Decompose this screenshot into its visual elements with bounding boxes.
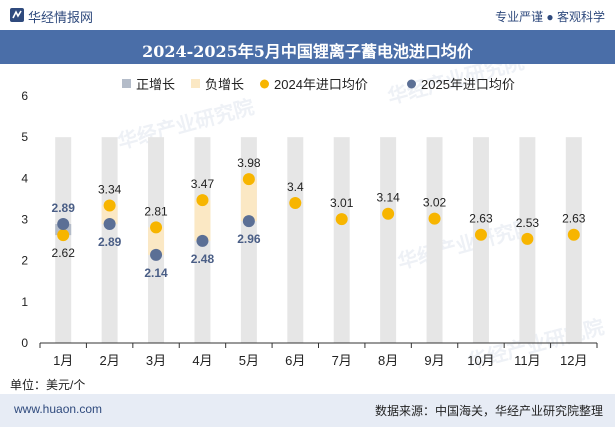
x-tick-label: 1月 — [53, 353, 73, 368]
data-label-2025: 2.14 — [144, 266, 168, 280]
point-2024 — [150, 221, 163, 234]
x-tick-label: 2月 — [100, 353, 120, 368]
data-label-2024: 2.81 — [144, 204, 168, 218]
point-2024 — [521, 232, 534, 245]
data-label-2024: 3.4 — [287, 180, 304, 194]
data-label-2024: 2.63 — [469, 212, 493, 226]
unit-label: 单位：美元/个 — [10, 378, 86, 392]
legend-swatch-1 — [122, 79, 131, 88]
point-2024 — [382, 207, 395, 220]
background-bar — [333, 137, 350, 343]
point-2024 — [474, 228, 487, 241]
data-label-2024: 3.34 — [98, 183, 122, 197]
point-2024 — [242, 173, 255, 186]
data-label-2024: 3.98 — [237, 156, 261, 170]
y-tick-label: 2 — [21, 254, 28, 268]
y-tick-label: 5 — [21, 130, 28, 144]
point-2025 — [242, 215, 255, 228]
y-tick-label: 1 — [21, 295, 28, 309]
x-tick-label: 7月 — [332, 353, 352, 368]
legend-label-3: 2024年进口均价 — [274, 77, 368, 92]
site-url: www.huaon.com — [14, 402, 103, 416]
legend-label-1: 正增长 — [136, 77, 175, 92]
x-tick-label: 5月 — [239, 353, 259, 368]
point-2024 — [428, 212, 441, 225]
x-tick-label: 11月 — [514, 353, 541, 368]
data-label-2024: 3.14 — [376, 191, 400, 205]
point-2025 — [103, 218, 116, 231]
background-bar — [101, 137, 118, 343]
x-tick-label: 10月 — [467, 353, 494, 368]
legend-label-2: 负增长 — [205, 77, 244, 92]
brand-name: 华经情报网 — [28, 10, 94, 25]
background-bar — [380, 137, 397, 343]
watermark-text: 华经产业研究院 — [115, 94, 256, 153]
brand-logo-icon — [10, 8, 24, 22]
data-label-2025: 2.48 — [191, 252, 215, 266]
data-label-2024: 3.01 — [330, 196, 354, 210]
top-bar: 华经情报网 专业严谨 ● 客观科学 — [0, 0, 615, 30]
growth-bar — [148, 227, 165, 255]
legend-marker-4 — [407, 79, 416, 89]
data-label-2024: 2.53 — [516, 216, 540, 230]
data-label-2025: 2.89 — [52, 201, 76, 215]
title-bar — [0, 30, 615, 64]
data-label-2025: 2.89 — [98, 235, 122, 249]
growth-bar — [240, 179, 257, 222]
x-tick-label: 8月 — [378, 353, 398, 368]
point-2024 — [196, 194, 209, 207]
point-2025 — [57, 218, 70, 231]
x-tick-label: 12月 — [560, 353, 587, 368]
chart-title: 2024-2025年5月中国锂离子蓄电池进口均价 — [142, 42, 473, 61]
x-tick-label: 9月 — [424, 353, 444, 368]
x-tick-label: 6月 — [285, 353, 305, 368]
footer-bar — [0, 394, 615, 427]
data-label-2024: 3.47 — [191, 177, 215, 191]
data-label-2024: 2.63 — [562, 212, 586, 226]
legend-label-4: 2025年进口均价 — [421, 77, 515, 92]
point-2024 — [103, 199, 116, 212]
x-tick-label: 4月 — [192, 353, 212, 368]
point-2024 — [335, 213, 348, 226]
legend-swatch-2 — [191, 79, 200, 88]
point-2025 — [196, 234, 209, 247]
legend-marker-3 — [260, 79, 269, 89]
growth-bar — [194, 200, 211, 241]
point-2024 — [567, 228, 580, 241]
slogan: 专业严谨 ● 客观科学 — [495, 10, 605, 24]
background-bar — [287, 137, 304, 343]
data-label-2024: 2.62 — [52, 246, 76, 260]
y-tick-label: 4 — [21, 171, 28, 185]
growth-bar — [101, 205, 118, 225]
point-2025 — [150, 248, 163, 261]
y-tick-label: 3 — [21, 213, 28, 227]
y-tick-label: 6 — [21, 89, 28, 103]
data-label-2025: 2.96 — [237, 232, 261, 246]
point-2024 — [289, 197, 302, 210]
x-tick-label: 3月 — [146, 353, 166, 368]
background-bar — [426, 137, 443, 343]
point-2024 — [57, 229, 70, 242]
data-source: 数据来源：中国海关，华经产业研究院整理 — [374, 404, 603, 418]
y-tick-label: 0 — [21, 336, 28, 350]
data-label-2024: 3.02 — [423, 196, 447, 210]
